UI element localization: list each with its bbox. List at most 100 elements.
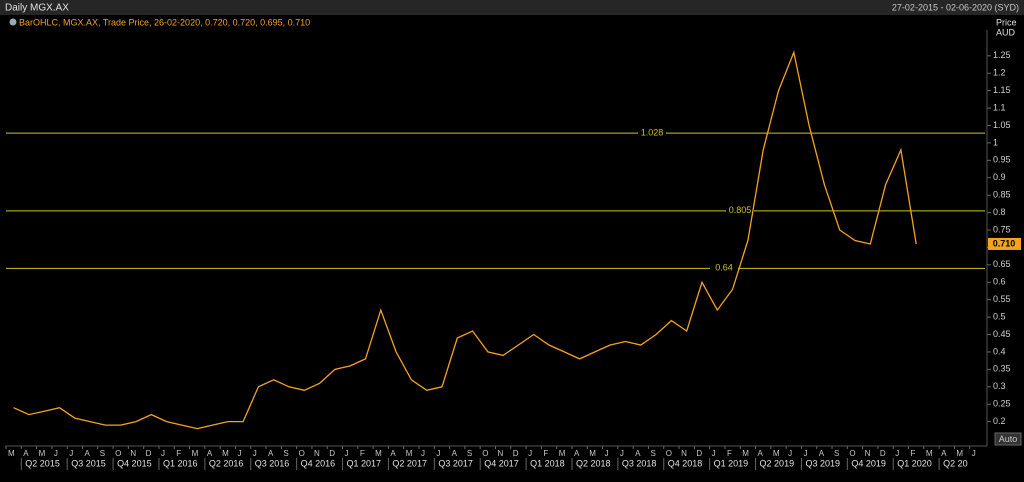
x-tick-label: A [390,449,396,458]
x-tick-label: J [54,449,58,458]
x-tick-label: F [911,449,916,458]
x-tick-label: S [834,449,839,458]
x-tick-label: D [513,449,519,458]
y-tick-label: 1.05 [993,120,1011,130]
x-tick-label: J [345,449,349,458]
x-tick-label: M [192,449,199,458]
x-tick-label: A [268,449,274,458]
x-tick-label: S [650,449,655,458]
x-tick-label: F [543,449,548,458]
x-tick-label: M [375,449,382,458]
quarter-label: Q2 2019 [760,458,795,468]
x-tick-label: A [941,449,947,458]
y-tick-label: 1.15 [993,85,1011,95]
quarter-label: Q2 20 [943,458,968,468]
x-tick-label: A [635,449,641,458]
level-label-bg [710,263,738,274]
x-tick-label: D [696,449,702,458]
quarter-label: Q1 2017 [347,458,382,468]
quarter-label: Q4 2019 [851,458,886,468]
x-tick-label: A [819,449,825,458]
title-bar [0,0,1024,15]
x-tick-label: O [666,449,672,458]
x-tick-label: N [865,449,871,458]
x-tick-label: N [130,449,136,458]
x-tick-label: D [329,449,335,458]
x-tick-label: S [467,449,472,458]
quarter-label: Q4 2018 [668,458,703,468]
legend-entry[interactable]: BarOHLC, MGX.AX, Trade Price, 26-02-2020… [19,17,310,27]
x-tick-label: A [452,449,458,458]
y-tick-label: 1.1 [993,102,1006,112]
y-tick-label: 0.85 [993,190,1011,200]
x-tick-label: D [880,449,886,458]
x-tick-label: M [589,449,596,458]
y-tick-label: 0.8 [993,207,1006,217]
quarter-label: Q3 2018 [622,458,657,468]
y-tick-label: 1.2 [993,68,1006,78]
y-tick-label: 0.75 [993,224,1011,234]
price-line [13,50,917,430]
x-tick-label: N [681,449,687,458]
quarter-label: Q3 2019 [805,458,840,468]
x-tick-label: F [727,449,732,458]
y-axis-label: Price [996,17,1017,27]
y-tick-label: 0.2 [993,416,1006,426]
x-tick-label: M [956,449,963,458]
x-tick-label: J [972,449,976,458]
quarter-label: Q1 2019 [714,458,749,468]
quarter-label: Q1 2020 [897,458,932,468]
y-tick-label: 0.25 [993,399,1011,409]
quarter-label: Q3 2015 [71,458,106,468]
level-label-bg [726,205,754,216]
auto-button-label[interactable]: Auto [999,434,1018,444]
y-tick-label: 0.95 [993,155,1011,165]
y-tick-label: 0.3 [993,381,1006,391]
quarter-label: Q4 2016 [301,458,336,468]
x-tick-label: D [146,449,152,458]
x-tick-label: O [115,449,121,458]
y-tick-label: 0.65 [993,259,1011,269]
y-axis-label: AUD [996,27,1016,37]
x-tick-label: O [849,449,855,458]
x-tick-label: N [498,449,504,458]
level-label: 0.64 [715,263,733,273]
level-label: 1.028 [641,128,664,138]
x-tick-label: M [742,449,749,458]
x-tick-label: A [574,449,580,458]
x-tick-label: J [436,449,440,458]
x-tick-label: J [620,449,624,458]
x-tick-label: O [299,449,305,458]
quarter-label: Q4 2017 [484,458,519,468]
quarter-label: Q3 2016 [255,458,290,468]
x-tick-label: J [788,449,792,458]
last-price-label: 0.710 [993,238,1016,248]
quarter-label: Q2 2017 [392,458,427,468]
y-tick-label: 0.5 [993,311,1006,321]
x-tick-label: S [100,449,105,458]
x-tick-label: J [421,449,425,458]
level-label: 0.805 [729,205,752,215]
x-tick-label: J [69,449,73,458]
x-tick-label: J [712,449,716,458]
y-tick-label: 0.45 [993,329,1011,339]
legend-icon[interactable] [9,18,17,26]
y-tick-label: 0.9 [993,172,1006,182]
x-tick-label: J [605,449,609,458]
quarter-label: Q3 2017 [438,458,473,468]
y-tick-label: 1.25 [993,50,1011,60]
x-tick-label: M [8,449,15,458]
quarter-label: Q2 2016 [209,458,244,468]
auto-button[interactable] [994,432,1022,446]
x-tick-label: J [895,449,899,458]
x-tick-label: A [207,449,213,458]
x-tick-label: J [253,449,257,458]
x-tick-label: M [926,449,933,458]
quarter-label: Q4 2015 [117,458,152,468]
x-tick-label: S [283,449,288,458]
x-tick-label: J [161,449,165,458]
y-tick-label: 0.55 [993,294,1011,304]
quarter-label: Q1 2016 [163,458,198,468]
